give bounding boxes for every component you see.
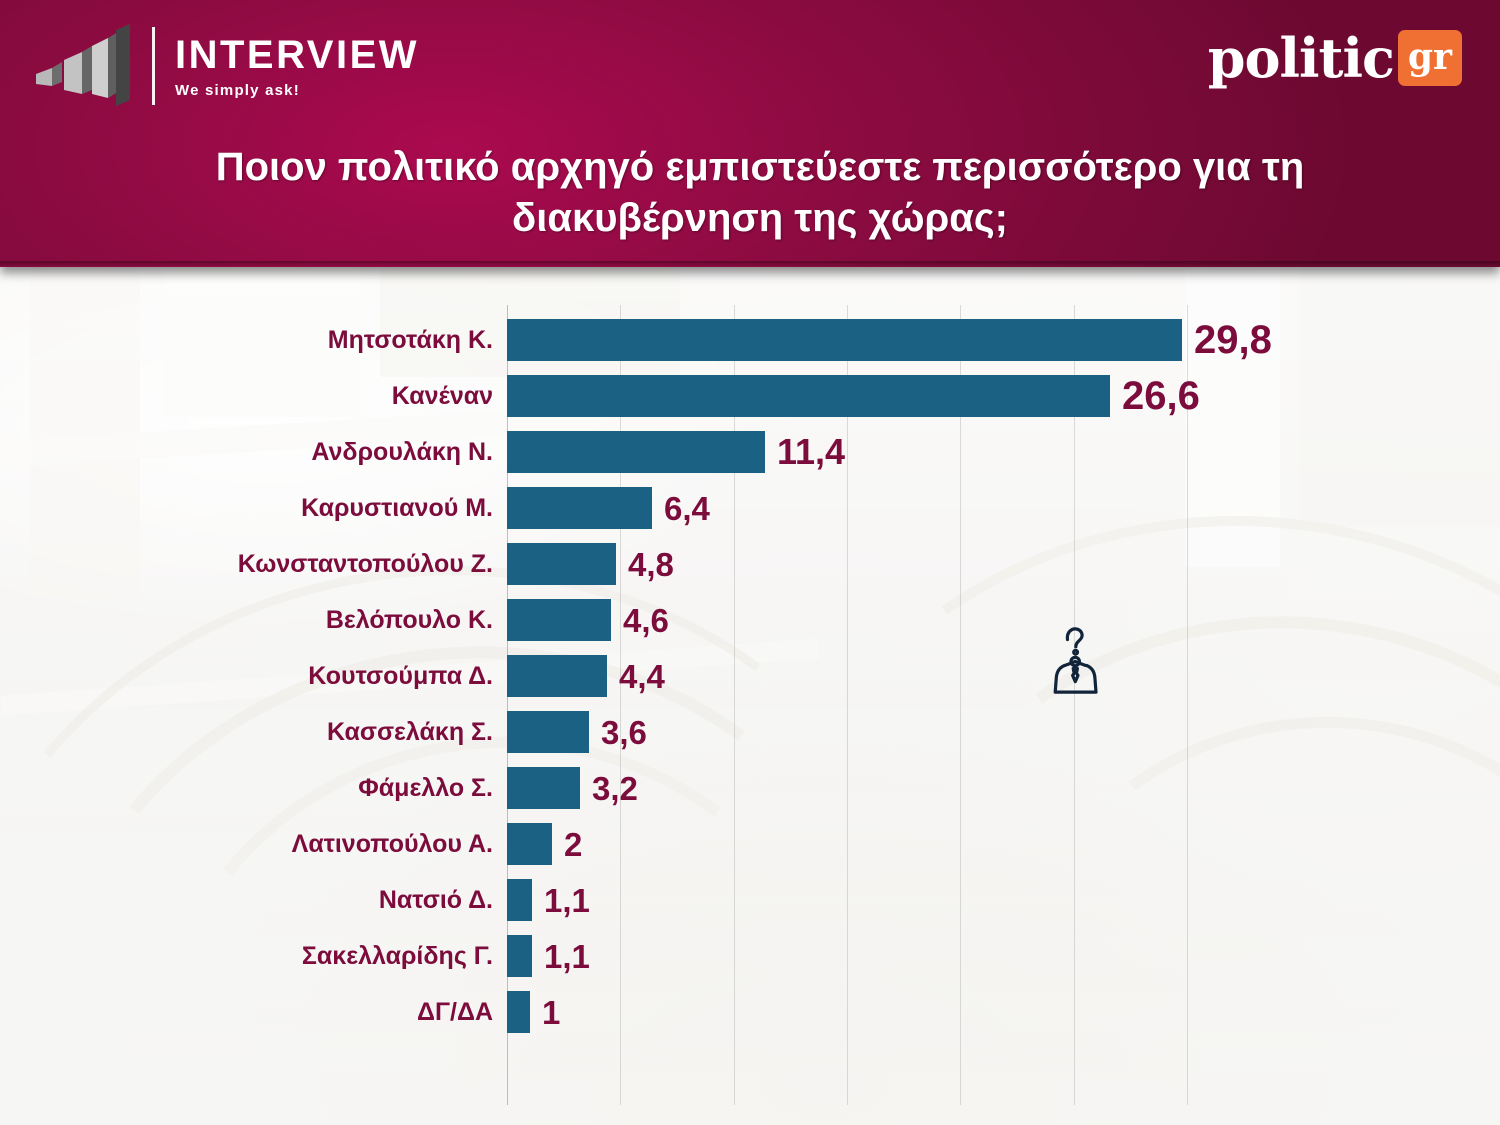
bar-value-label: 29,8 [1194, 318, 1272, 362]
bar-value-label: 4,4 [619, 657, 665, 695]
bar-value-label: 1,1 [544, 881, 590, 919]
bar [507, 823, 552, 865]
bar-category-label: Κασσελάκη Σ. [327, 717, 493, 746]
bar-category-label: Κανέναν [391, 381, 493, 410]
bar-category-label: Καρυστιανού Μ. [301, 493, 493, 522]
bar-value-label: 6,4 [664, 489, 710, 527]
bar-value-label: 3,6 [601, 713, 647, 751]
bar-category-label: Κωνσταντοπούλου Ζ. [237, 549, 493, 578]
bar-row: ΔΓ/ΔΑ 1 [0, 984, 1500, 1040]
bar-category-label: Σακελλαρίδης Γ. [301, 941, 493, 970]
bar-row: Καρυστιανού Μ. 6,4 [0, 480, 1500, 536]
bar-chart: Μητσοτάκη Κ. 29,8 Κανέναν 26,6 Ανδρουλάκη Ν.… [0, 267, 1500, 1125]
bar-category-label: Μητσοτάκη Κ. [327, 325, 493, 354]
bar [507, 879, 532, 921]
bar-value-label: 11,4 [777, 431, 846, 472]
bar-category-label: Κουτσούμπα Δ. [308, 661, 493, 690]
bar [507, 431, 765, 473]
bar-value-label: 3,2 [592, 769, 638, 807]
gridline-5 [620, 305, 621, 1105]
bar [507, 935, 532, 977]
bar-row: Κουτσούμπα Δ. 4,4 [0, 648, 1500, 704]
bar-value-label: 2 [564, 825, 583, 863]
bar-category-label: Βελόπουλο Κ. [325, 605, 493, 634]
gridline-25 [1074, 305, 1075, 1105]
gridline-0 [507, 305, 508, 1105]
bar-row: Κανέναν 26,6 [0, 368, 1500, 424]
bar [507, 767, 580, 809]
gridline-10 [734, 305, 735, 1105]
page-title: Ποιον πολιτικό αρχηγό εμπιστεύεστε περισ… [215, 145, 1305, 241]
bar-value-label: 4,8 [628, 545, 674, 583]
bar [507, 375, 1110, 417]
bar-chart-3d-icon [30, 24, 138, 108]
bar-row: Φάμελλο Σ. 3,2 [0, 760, 1500, 816]
bar [507, 655, 607, 697]
bar-row: Σακελλαρίδης Γ. 1,1 [0, 928, 1500, 984]
bar-row: Κωνσταντοπούλου Ζ. 4,8 [0, 536, 1500, 592]
bar-value-label: 1 [542, 993, 561, 1031]
bar-row: Μητσοτάκη Κ. 29,8 [0, 312, 1500, 368]
bar-row: Νατσιό Δ. 1,1 [0, 872, 1500, 928]
interview-tagline: We simply ask! [175, 81, 300, 99]
bar-row: Βελόπουλο Κ. 4,6 [0, 592, 1500, 648]
bar-category-label: Νατσιό Δ. [378, 885, 493, 914]
bar-value-label: 4,6 [623, 601, 669, 639]
bar-category-label: ΔΓ/ΔΑ [417, 997, 493, 1026]
bar-value-label: 26,6 [1122, 374, 1200, 418]
chart-rows: Μητσοτάκη Κ. 29,8 Κανέναν 26,6 Ανδρουλάκη Ν.… [0, 312, 1500, 1040]
bar-row: Ανδρουλάκη Ν. 11,4 [0, 424, 1500, 480]
bar-category-label: Φάμελλο Σ. [358, 773, 493, 802]
bar-row: Λατινοπούλου Α. 2 [0, 816, 1500, 872]
gridline-30 [1187, 305, 1188, 1105]
politic-gr-logo[interactable]: politic gr [1208, 30, 1462, 86]
bar [507, 711, 589, 753]
interview-logo: INTERVIEW We simply ask! [30, 24, 420, 108]
bar [507, 991, 530, 1033]
bar [507, 319, 1182, 361]
bar [507, 487, 652, 529]
gridline-15 [847, 305, 848, 1105]
gridline-20 [960, 305, 961, 1105]
bar-category-label: Ανδρουλάκη Ν. [311, 437, 493, 466]
bar-row: Κασσελάκη Σ. 3,6 [0, 704, 1500, 760]
logo-divider [152, 27, 155, 105]
bar-value-label: 1,1 [544, 937, 590, 975]
bar [507, 599, 611, 641]
bar-category-label: Λατινοπούλου Α. [291, 829, 493, 858]
bar [507, 543, 616, 585]
politic-wordmark: politic [1207, 26, 1395, 90]
chart-gridlines [0, 267, 1500, 1125]
interview-wordmark: INTERVIEW [175, 32, 420, 77]
header-band: INTERVIEW We simply ask! politic gr Ποιο… [0, 0, 1500, 267]
politic-gr-badge: gr [1397, 30, 1462, 86]
